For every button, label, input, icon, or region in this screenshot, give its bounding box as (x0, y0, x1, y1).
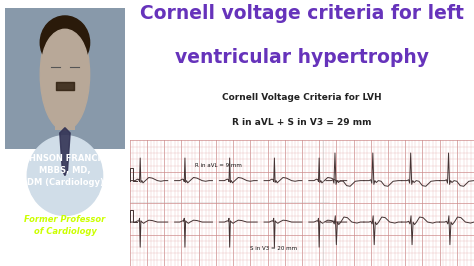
FancyBboxPatch shape (5, 8, 125, 149)
Text: Cornell Voltage Criteria for LVH: Cornell Voltage Criteria for LVH (222, 93, 382, 102)
Text: R in aVL = 9 mm: R in aVL = 9 mm (195, 163, 242, 168)
Text: R in aVL + S in V3 = 29 mm: R in aVL + S in V3 = 29 mm (232, 118, 372, 127)
Ellipse shape (27, 136, 102, 215)
Text: ventricular hypertrophy: ventricular hypertrophy (175, 48, 429, 67)
Text: JOHNSON FRANCIS,
MBBS, MD,
DM (Cardiology): JOHNSON FRANCIS, MBBS, MD, DM (Cardiolog… (19, 154, 110, 187)
Text: Former Professor
of Cardiology: Former Professor of Cardiology (24, 215, 106, 236)
Ellipse shape (40, 19, 90, 130)
Text: Cornell voltage criteria for left: Cornell voltage criteria for left (140, 4, 464, 23)
Ellipse shape (40, 16, 90, 69)
Polygon shape (60, 128, 70, 176)
Text: S in V3 = 20 mm: S in V3 = 20 mm (250, 246, 298, 251)
FancyBboxPatch shape (55, 104, 75, 130)
Ellipse shape (42, 29, 88, 104)
